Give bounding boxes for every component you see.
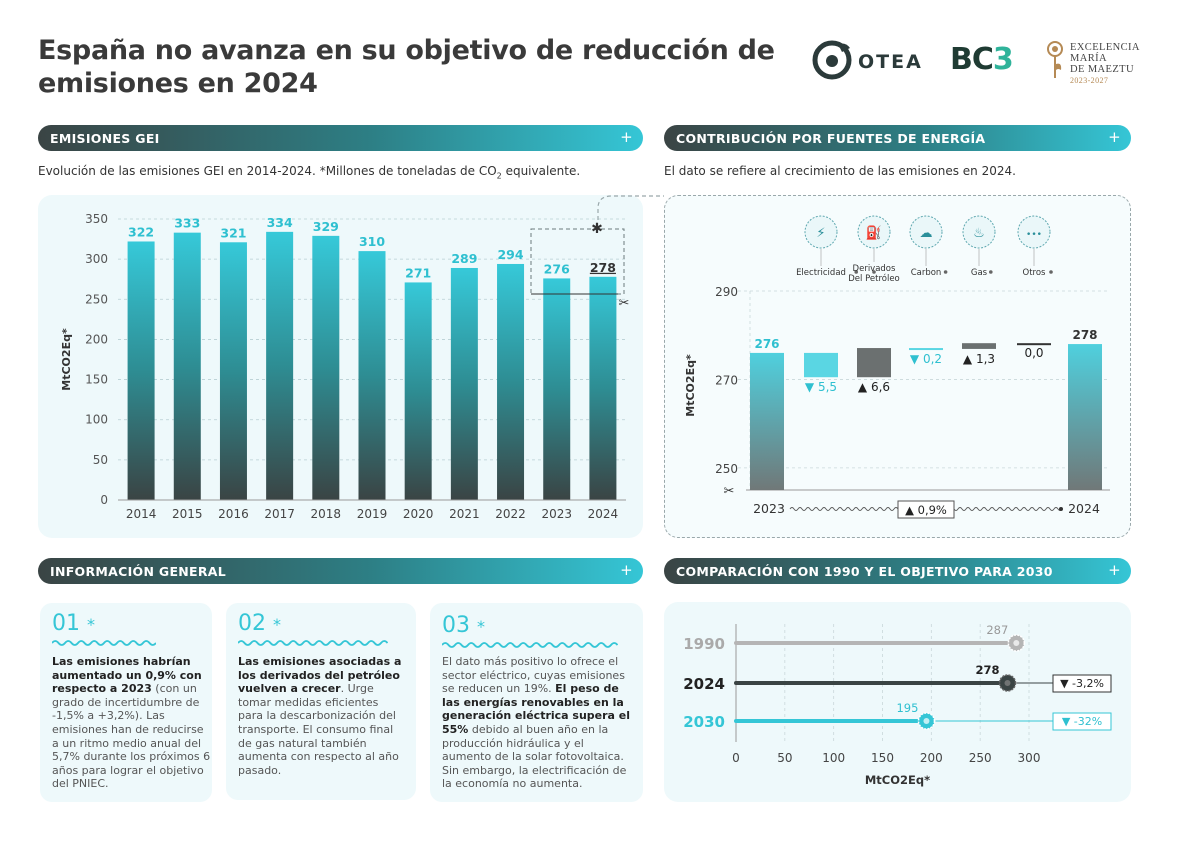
section-energy-band: CONTRIBUCIÓN POR FUENTES DE ENERGÍA +	[664, 125, 1131, 151]
excelencia-l2: MARÍA	[1070, 53, 1108, 64]
section-comparison-title: COMPARACIÓN CON 1990 Y EL OBJETIVO PARA …	[676, 564, 1053, 579]
info-card-text: Las emisiones habrían aumentado un 0,9% …	[52, 655, 212, 791]
info-card-number: 03 *	[442, 613, 485, 638]
otea-logo-text: OTEA	[858, 51, 923, 73]
wave-icon	[238, 640, 388, 646]
excelencia-logo-text: EXCELENCIA MARÍA DE MAEZTU 2023-2027	[1070, 42, 1140, 86]
info-card-rest: (con un grado de incertidumbre de -1,5% …	[52, 682, 211, 791]
section-ghg-band: EMISIONES GEI +	[38, 125, 643, 151]
ghg-chart-panel	[38, 195, 643, 538]
ghg-subtitle-sub: 2	[496, 171, 502, 181]
wave-icon	[442, 642, 618, 648]
info-card-1: 01 * Las emisiones habrían aumentado un …	[40, 603, 212, 802]
bc3-logo-sup: 3	[992, 42, 1014, 77]
info-card-lead: El dato más positivo lo ofrece el sector…	[442, 655, 625, 696]
otea-logo-icon	[812, 40, 852, 80]
section-comparison-band: COMPARACIÓN CON 1990 Y EL OBJETIVO PARA …	[664, 558, 1131, 584]
energy-subtitle: El dato se refiere al crecimiento de las…	[664, 164, 1016, 178]
info-card-num: 03	[442, 613, 470, 638]
info-card-num: 01	[52, 611, 80, 636]
section-info-band: INFORMACIÓN GENERAL +	[38, 558, 643, 584]
excelencia-l1: EXCELENCIA	[1070, 42, 1140, 53]
ghg-subtitle-pre: Evolución de las emisiones GEI en 2014-2…	[38, 164, 497, 178]
bc3-logo-text: BC	[950, 42, 994, 77]
info-card-3: 03 * El dato más positivo lo ofrece el s…	[430, 603, 643, 802]
info-card-bold: Las emisiones habrían aumentado un 0,9% …	[52, 655, 202, 696]
info-card-bold: Las emisiones asociadas a los derivados …	[238, 655, 402, 696]
info-card-2: 02 * Las emisiones asociadas a los deriv…	[226, 603, 416, 800]
plus-icon[interactable]: +	[620, 128, 633, 146]
excelencia-years: 2023-2027	[1070, 76, 1109, 85]
plus-icon[interactable]: +	[620, 561, 633, 579]
excelencia-l3: DE MAEZTU	[1070, 64, 1134, 75]
info-card-text: Las emisiones asociadas a los derivados …	[238, 655, 406, 777]
star-icon: *	[87, 615, 95, 634]
info-card-text: El dato más positivo lo ofrece el sector…	[442, 655, 634, 791]
info-card-bold: El peso de las energías renovables en la…	[442, 682, 631, 736]
comparison-chart-panel	[664, 602, 1131, 802]
ghg-subtitle-post: equivalente.	[501, 164, 581, 178]
excelencia-seal-icon	[1047, 41, 1063, 78]
info-card-rest: debido al buen año en la producción hidr…	[442, 722, 627, 791]
section-ghg-title: EMISIONES GEI	[50, 131, 160, 146]
section-info-title: INFORMACIÓN GENERAL	[50, 564, 227, 579]
page-title-line1: España no avanza en su objetivo de reduc…	[38, 35, 775, 66]
plus-icon[interactable]: +	[1108, 128, 1121, 146]
info-card-number: 02 *	[238, 611, 281, 636]
energy-chart-panel	[664, 195, 1131, 538]
star-icon: *	[477, 617, 485, 636]
ghg-subtitle: Evolución de las emisiones GEI en 2014-2…	[38, 164, 580, 180]
logos: OTEA BC3 EXCELENCIA MARÍA DE MAEZTU 2023…	[812, 38, 1142, 86]
plus-icon[interactable]: +	[1108, 561, 1121, 579]
page-title-line2: emisiones en 2024	[38, 68, 318, 99]
info-card-num: 02	[238, 611, 266, 636]
section-energy-title: CONTRIBUCIÓN POR FUENTES DE ENERGÍA	[676, 131, 986, 146]
wave-icon	[52, 640, 156, 646]
page-title: España no avanza en su objetivo de reduc…	[38, 34, 778, 100]
info-card-rest: . Urge tomar medidas eficientes para la …	[238, 682, 399, 777]
star-icon: *	[273, 615, 281, 634]
info-card-number: 01 *	[52, 611, 95, 636]
bc3-logo: BC3	[950, 42, 1014, 77]
